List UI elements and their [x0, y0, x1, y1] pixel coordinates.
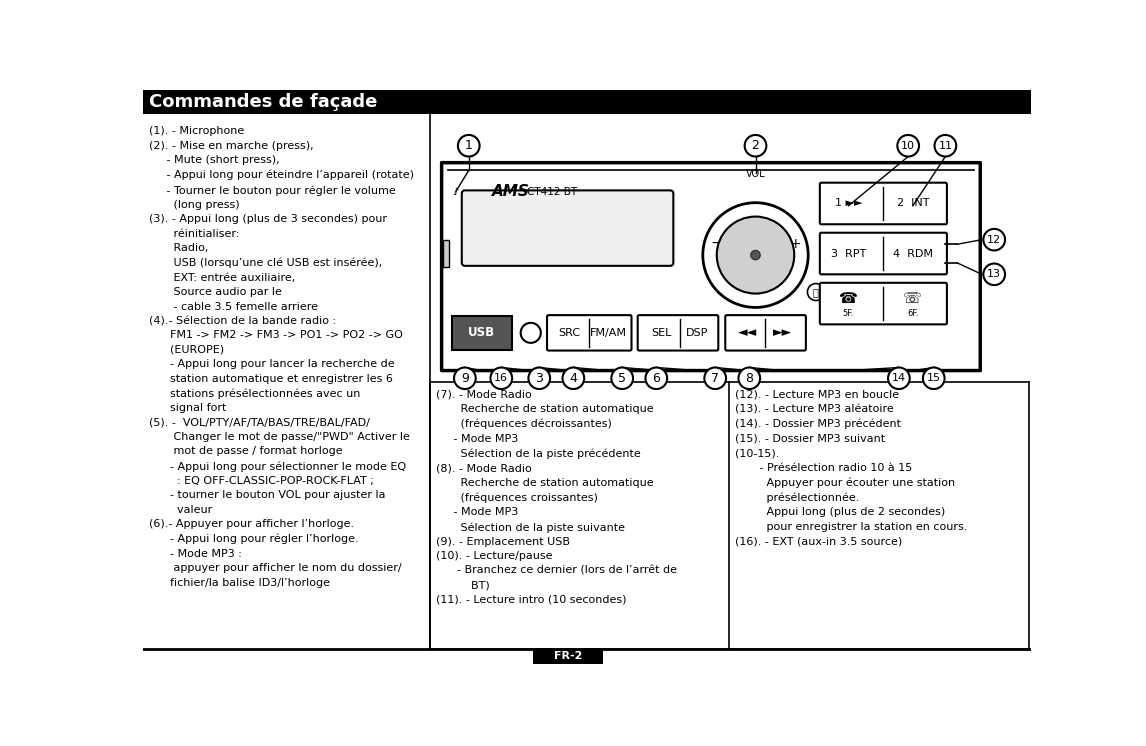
Text: ◄◄: ◄◄ [738, 326, 758, 339]
Circle shape [934, 135, 956, 157]
Circle shape [563, 368, 584, 389]
Text: 3: 3 [535, 372, 543, 385]
Circle shape [645, 368, 667, 389]
Circle shape [490, 368, 512, 389]
Circle shape [705, 368, 727, 389]
Circle shape [454, 368, 476, 389]
Circle shape [611, 368, 633, 389]
Text: FM/AM: FM/AM [590, 327, 627, 338]
Text: USB: USB [469, 326, 495, 339]
Text: 9: 9 [461, 372, 469, 385]
FancyBboxPatch shape [462, 190, 674, 266]
FancyBboxPatch shape [819, 283, 947, 325]
Text: ☏: ☏ [903, 291, 923, 306]
FancyBboxPatch shape [444, 239, 449, 266]
Text: 12: 12 [987, 235, 1002, 245]
Text: DSP: DSP [686, 327, 708, 338]
Text: 6: 6 [652, 372, 660, 385]
Circle shape [983, 229, 1005, 251]
Text: 5: 5 [618, 372, 626, 385]
Text: 15: 15 [927, 373, 941, 383]
FancyBboxPatch shape [819, 183, 947, 225]
Circle shape [716, 216, 794, 294]
Text: 13: 13 [987, 269, 1002, 279]
Circle shape [897, 135, 919, 157]
FancyBboxPatch shape [725, 315, 806, 351]
Text: 2: 2 [752, 140, 760, 152]
FancyBboxPatch shape [533, 648, 603, 664]
Text: 1: 1 [465, 140, 472, 152]
Text: 16: 16 [494, 373, 509, 383]
Circle shape [520, 323, 541, 343]
Circle shape [923, 368, 944, 389]
Circle shape [738, 368, 760, 389]
Text: AMS: AMS [492, 184, 529, 199]
Text: ☎: ☎ [839, 291, 858, 306]
Circle shape [888, 368, 910, 389]
Text: Commandes de façade: Commandes de façade [149, 93, 378, 111]
Text: 7: 7 [712, 372, 720, 385]
Circle shape [702, 203, 808, 307]
Circle shape [528, 368, 550, 389]
Text: SEL: SEL [651, 327, 672, 338]
Text: 2  INT: 2 INT [896, 198, 929, 208]
Text: –: – [712, 236, 719, 251]
FancyBboxPatch shape [453, 316, 512, 350]
Text: FR-2: FR-2 [554, 651, 582, 661]
FancyBboxPatch shape [637, 315, 719, 351]
Circle shape [808, 283, 824, 301]
Circle shape [751, 251, 760, 260]
Text: 4  RDM: 4 RDM [893, 248, 933, 259]
Text: CT412 BT: CT412 BT [527, 187, 576, 197]
Text: 11: 11 [939, 141, 952, 151]
Text: 3  RPT: 3 RPT [831, 248, 866, 259]
Text: 8: 8 [745, 372, 753, 385]
Text: VOL: VOL [746, 169, 766, 179]
Text: 5F.: 5F. [842, 309, 854, 318]
Text: (1). - Microphone
(2). - Mise en marche (press),
     - Mute (short press),
    : (1). - Microphone (2). - Mise en marche … [149, 127, 415, 588]
Text: (7). - Mode Radio
       Recherche de station automatique
       (fréquences déc: (7). - Mode Radio Recherche de station a… [437, 390, 677, 604]
Text: 1 ►►: 1 ►► [834, 198, 862, 208]
Circle shape [745, 135, 767, 157]
FancyBboxPatch shape [547, 315, 631, 351]
FancyBboxPatch shape [143, 90, 1031, 114]
Text: SRC: SRC [558, 327, 581, 338]
Text: 4: 4 [570, 372, 578, 385]
Text: +: + [790, 236, 801, 251]
Text: ♪: ♪ [453, 187, 458, 197]
FancyBboxPatch shape [441, 163, 980, 371]
Text: 10: 10 [901, 141, 916, 151]
Text: (12). - Lecture MP3 en boucle
(13). - Lecture MP3 aléatoire
(14). - Dossier MP3 : (12). - Lecture MP3 en boucle (13). - Le… [736, 390, 967, 546]
Text: 6F.: 6F. [908, 309, 919, 318]
Circle shape [983, 263, 1005, 285]
Circle shape [458, 135, 479, 157]
Text: 14: 14 [892, 373, 906, 383]
FancyBboxPatch shape [819, 233, 947, 275]
Text: ►►: ►► [774, 326, 792, 339]
Text: ⏻: ⏻ [813, 287, 819, 297]
